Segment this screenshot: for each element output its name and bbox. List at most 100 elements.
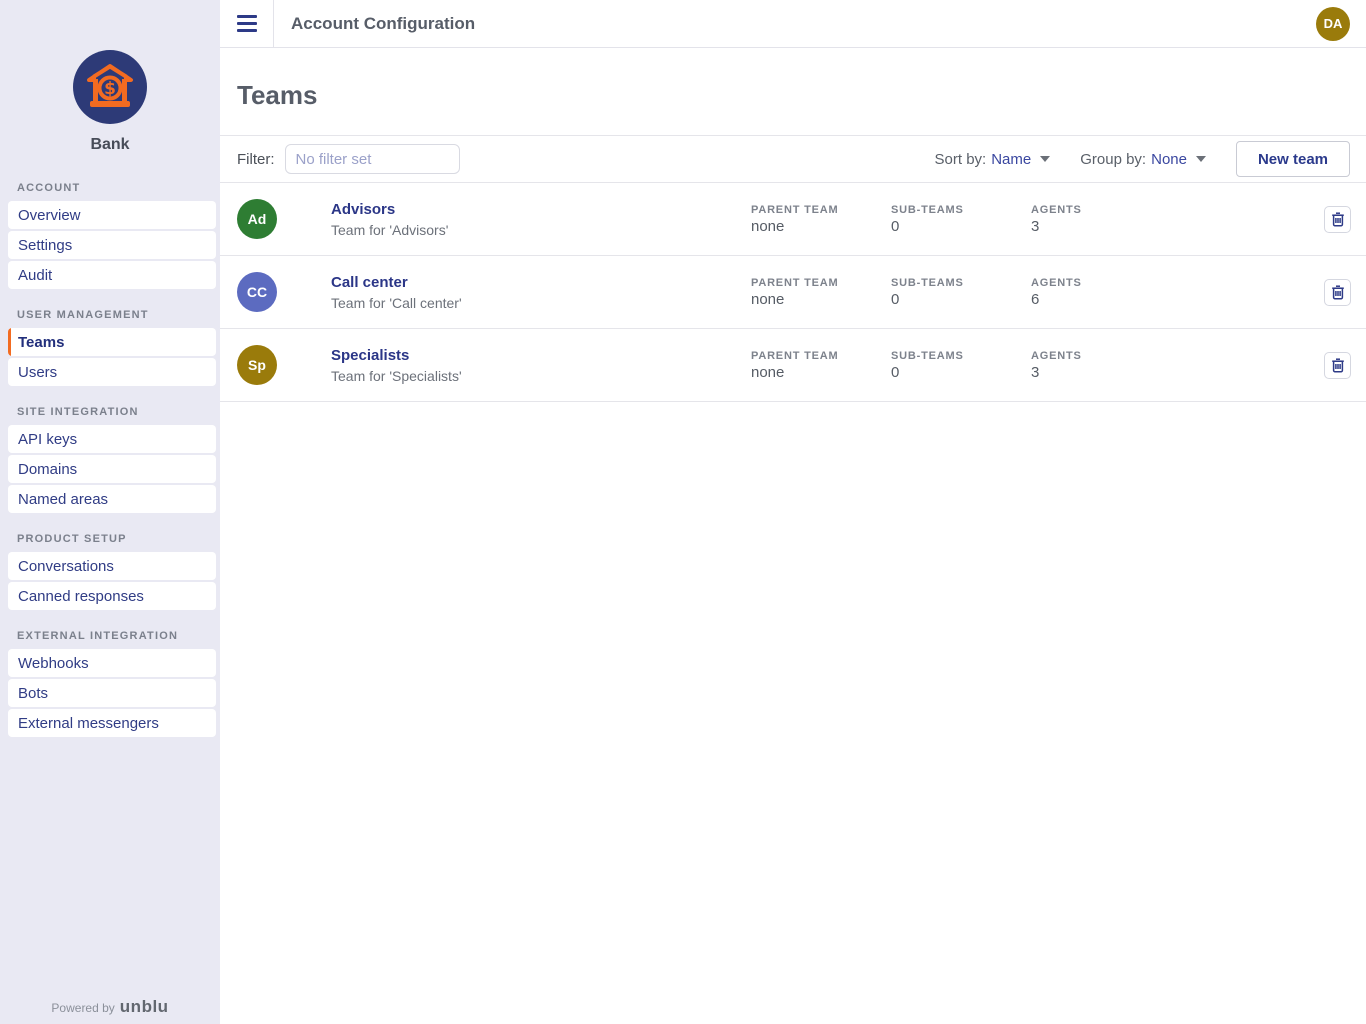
svg-text:$: $: [104, 79, 116, 99]
sidebar-item-label: Canned responses: [18, 588, 144, 605]
sidebar-item-bots[interactable]: Bots: [8, 679, 216, 707]
account-name: Bank: [0, 136, 220, 154]
column-label: SUB-TEAMS: [891, 277, 1031, 289]
chevron-down-icon: [1040, 156, 1050, 162]
section-header: ACCOUNT: [0, 182, 220, 201]
team-stat-column: PARENT TEAM none: [751, 204, 891, 235]
sidebar-section: USER MANAGEMENT Teams Users: [0, 309, 220, 386]
content: Teams Filter: Sort by: Name Group by: No…: [220, 48, 1366, 1024]
sidebar-item-label: External messengers: [18, 715, 159, 732]
sidebar-item-label: Domains: [18, 461, 77, 478]
main-area: Account Configuration DA Teams Filter: S…: [220, 0, 1366, 1024]
sidebar-item-conversations[interactable]: Conversations: [8, 552, 216, 580]
team-stat-column: SUB-TEAMS 0: [891, 204, 1031, 235]
column-value: 0: [891, 364, 1031, 381]
group-by-label: Group by:: [1080, 151, 1146, 168]
sidebar-item-named-areas[interactable]: Named areas: [8, 485, 216, 513]
column-value: 0: [891, 291, 1031, 308]
sidebar-item-api-keys[interactable]: API keys: [8, 425, 216, 453]
hamburger-icon: [237, 15, 257, 18]
topbar-divider: [273, 0, 274, 48]
sidebar: $ Bank ACCOUNT Overview Settings Audit U…: [0, 0, 220, 1024]
team-stat-column: AGENTS 3: [1031, 350, 1171, 381]
sidebar-section: PRODUCT SETUP Conversations Canned respo…: [0, 533, 220, 610]
table-row: CC Call center Team for 'Call center' PA…: [220, 256, 1366, 329]
column-value: 3: [1031, 364, 1171, 381]
teams-list: Ad Advisors Team for 'Advisors' PARENT T…: [220, 183, 1366, 402]
table-row: Sp Specialists Team for 'Specialists' PA…: [220, 329, 1366, 402]
column-value: none: [751, 218, 891, 235]
trash-icon: [1331, 357, 1345, 373]
bank-logo-icon: $: [73, 50, 147, 124]
sort-by-dropdown[interactable]: Sort by: Name: [935, 151, 1051, 168]
team-description: Team for 'Advisors': [331, 222, 751, 238]
group-by-dropdown[interactable]: Group by: None: [1080, 151, 1206, 168]
team-stat-column: AGENTS 6: [1031, 277, 1171, 308]
team-name-link[interactable]: Specialists: [331, 347, 409, 364]
menu-toggle-button[interactable]: [220, 0, 273, 48]
team-avatar: Sp: [237, 345, 277, 385]
sidebar-item-settings[interactable]: Settings: [8, 231, 216, 259]
sidebar-item-label: Teams: [18, 334, 64, 351]
team-description: Team for 'Specialists': [331, 368, 751, 384]
teams-toolbar: Filter: Sort by: Name Group by: None New…: [220, 135, 1366, 183]
column-label: AGENTS: [1031, 277, 1171, 289]
column-value: none: [751, 291, 891, 308]
sidebar-footer: Powered byunblu: [0, 997, 220, 1017]
page-title: Teams: [237, 80, 1366, 111]
sidebar-item-overview[interactable]: Overview: [8, 201, 216, 229]
topbar: Account Configuration DA: [220, 0, 1366, 48]
sidebar-nav: ACCOUNT Overview Settings Audit USER MAN…: [0, 182, 220, 757]
team-name-link[interactable]: Call center: [331, 274, 408, 291]
sidebar-item-label: Overview: [18, 207, 81, 224]
trash-icon: [1331, 284, 1345, 300]
section-header: EXTERNAL INTEGRATION: [0, 630, 220, 649]
sidebar-item-external-messengers[interactable]: External messengers: [8, 709, 216, 737]
team-name-link[interactable]: Advisors: [331, 201, 395, 218]
sidebar-item-webhooks[interactable]: Webhooks: [8, 649, 216, 677]
chevron-down-icon: [1196, 156, 1206, 162]
delete-team-button[interactable]: [1324, 206, 1351, 233]
team-avatar: Ad: [237, 199, 277, 239]
new-team-button[interactable]: New team: [1236, 141, 1350, 177]
page-header-title: Account Configuration: [291, 14, 475, 34]
column-label: AGENTS: [1031, 204, 1171, 216]
sidebar-section: EXTERNAL INTEGRATION Webhooks Bots Exter…: [0, 630, 220, 737]
column-label: SUB-TEAMS: [891, 350, 1031, 362]
section-header: USER MANAGEMENT: [0, 309, 220, 328]
delete-team-button[interactable]: [1324, 352, 1351, 379]
filter-input[interactable]: [285, 144, 460, 174]
delete-team-button[interactable]: [1324, 279, 1351, 306]
table-row: Ad Advisors Team for 'Advisors' PARENT T…: [220, 183, 1366, 256]
sidebar-item-label: Webhooks: [18, 655, 89, 672]
sidebar-section: ACCOUNT Overview Settings Audit: [0, 182, 220, 289]
sidebar-item-audit[interactable]: Audit: [8, 261, 216, 289]
unblu-logo: unblu: [120, 997, 169, 1016]
sort-by-value: Name: [991, 151, 1031, 168]
user-avatar[interactable]: DA: [1316, 7, 1350, 41]
section-header: SITE INTEGRATION: [0, 406, 220, 425]
team-stat-column: SUB-TEAMS 0: [891, 350, 1031, 381]
column-label: AGENTS: [1031, 350, 1171, 362]
team-avatar: CC: [237, 272, 277, 312]
column-label: PARENT TEAM: [751, 204, 891, 216]
trash-icon: [1331, 211, 1345, 227]
sidebar-item-label: Audit: [18, 267, 52, 284]
sidebar-item-teams[interactable]: Teams: [8, 328, 216, 356]
account-logo-area: $ Bank: [0, 0, 220, 154]
sidebar-item-domains[interactable]: Domains: [8, 455, 216, 483]
sidebar-item-canned-responses[interactable]: Canned responses: [8, 582, 216, 610]
sidebar-item-label: Conversations: [18, 558, 114, 575]
column-value: 6: [1031, 291, 1171, 308]
sidebar-item-label: Users: [18, 364, 57, 381]
sidebar-item-label: API keys: [18, 431, 77, 448]
team-stat-column: AGENTS 3: [1031, 204, 1171, 235]
team-stat-column: PARENT TEAM none: [751, 350, 891, 381]
group-by-value: None: [1151, 151, 1187, 168]
filter-label: Filter:: [237, 151, 275, 168]
team-stat-column: SUB-TEAMS 0: [891, 277, 1031, 308]
column-value: 3: [1031, 218, 1171, 235]
team-stat-column: PARENT TEAM none: [751, 277, 891, 308]
column-label: SUB-TEAMS: [891, 204, 1031, 216]
sidebar-item-users[interactable]: Users: [8, 358, 216, 386]
